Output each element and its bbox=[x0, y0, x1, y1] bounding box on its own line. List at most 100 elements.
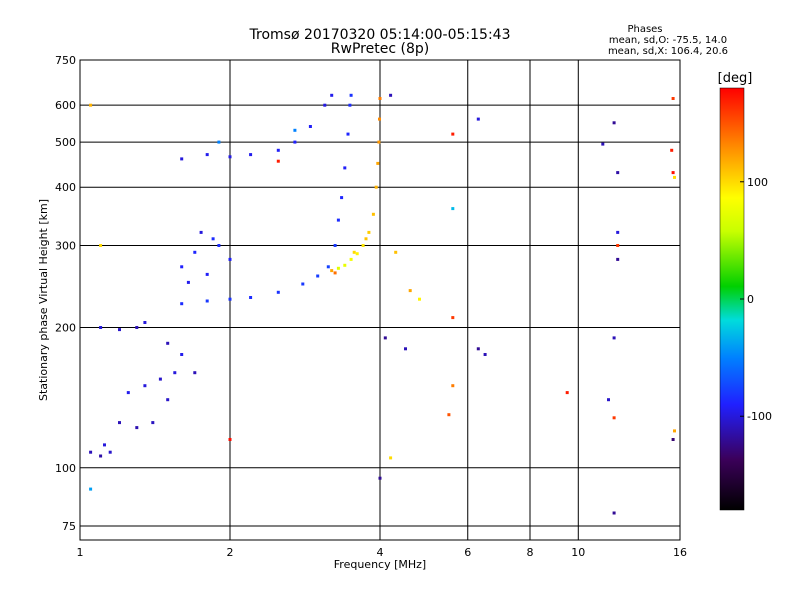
echo-point bbox=[89, 450, 93, 454]
echo-point bbox=[89, 487, 93, 491]
x-tick-label: 10 bbox=[571, 546, 585, 559]
echo-point bbox=[340, 196, 344, 200]
echo-point bbox=[612, 336, 616, 340]
echo-point bbox=[308, 125, 312, 128]
echo-point bbox=[301, 282, 305, 286]
echo-point bbox=[180, 157, 184, 161]
echo-point bbox=[293, 128, 297, 132]
echo-point bbox=[616, 257, 620, 261]
x-tick-label: 8 bbox=[527, 546, 534, 559]
echo-point bbox=[276, 159, 280, 163]
echo-point bbox=[180, 353, 184, 356]
echo-point bbox=[601, 142, 605, 146]
echo-point bbox=[326, 265, 330, 269]
echo-point bbox=[346, 132, 350, 136]
echo-point bbox=[671, 438, 675, 441]
y-axis-label: Stationary phase Virtual Height [km] bbox=[37, 199, 50, 401]
stats-title: Phases bbox=[627, 24, 662, 35]
y-tick-label: 500 bbox=[55, 136, 76, 149]
echo-point bbox=[451, 316, 455, 320]
echo-point bbox=[367, 230, 371, 234]
echo-point bbox=[293, 140, 297, 144]
echo-point bbox=[418, 297, 421, 301]
echo-point bbox=[673, 429, 676, 433]
echo-point bbox=[343, 166, 347, 170]
chart-title: Tromsø 20170320 05:14:00-05:15:43 bbox=[249, 27, 511, 43]
echo-point bbox=[349, 257, 353, 261]
echo-point bbox=[377, 140, 381, 144]
echo-point bbox=[173, 371, 177, 375]
echo-point bbox=[336, 266, 340, 270]
echo-point bbox=[180, 265, 184, 269]
y-tick-label: 400 bbox=[55, 181, 76, 194]
echo-point bbox=[228, 155, 232, 159]
y-tick-label: 75 bbox=[62, 520, 76, 533]
x-axis-label: Frequency [MHz] bbox=[334, 558, 426, 571]
echo-point bbox=[333, 271, 337, 275]
echo-point bbox=[126, 391, 130, 395]
echo-point bbox=[151, 421, 155, 425]
echo-point bbox=[217, 140, 221, 144]
echo-point bbox=[404, 347, 407, 351]
colorbar-tick-label: -100 bbox=[747, 410, 772, 423]
echo-point bbox=[143, 321, 147, 324]
echo-point bbox=[89, 103, 93, 107]
echo-point bbox=[673, 175, 676, 179]
echo-point bbox=[166, 341, 170, 345]
y-tick-label: 750 bbox=[55, 54, 76, 67]
echo-point bbox=[118, 328, 121, 332]
echo-point bbox=[671, 171, 675, 175]
echo-point bbox=[118, 421, 121, 425]
echo-point bbox=[447, 413, 451, 417]
echo-point bbox=[476, 117, 480, 121]
y-ticks: 75 100 200 300 400 500 600 750 bbox=[55, 54, 76, 533]
echo-point bbox=[451, 132, 455, 136]
y-tick-label: 200 bbox=[55, 322, 76, 335]
echo-point bbox=[616, 230, 620, 234]
echo-point bbox=[228, 438, 232, 441]
x-tick-label: 16 bbox=[673, 546, 687, 559]
echo-point bbox=[103, 443, 106, 447]
y-tick-label: 600 bbox=[55, 99, 76, 112]
echo-point bbox=[108, 450, 112, 454]
echo-point bbox=[193, 371, 197, 375]
echo-point bbox=[671, 97, 675, 100]
y-tick-label: 100 bbox=[55, 462, 76, 475]
echo-point bbox=[158, 377, 162, 381]
echo-point bbox=[336, 218, 340, 222]
echo-point bbox=[616, 171, 620, 175]
echo-point bbox=[99, 244, 103, 247]
y-tick-label: 300 bbox=[55, 239, 76, 252]
echo-point bbox=[383, 336, 387, 340]
echo-point bbox=[389, 456, 393, 460]
echo-point bbox=[228, 297, 232, 301]
echo-point bbox=[330, 93, 334, 97]
echo-point bbox=[378, 476, 382, 480]
echo-point bbox=[348, 103, 352, 107]
echo-point bbox=[180, 302, 184, 306]
echo-point bbox=[276, 148, 280, 152]
echo-point bbox=[371, 212, 375, 216]
echo-point bbox=[166, 398, 170, 402]
echo-point bbox=[276, 290, 280, 294]
x-tick-label: 6 bbox=[464, 546, 471, 559]
x-tick-label: 4 bbox=[377, 546, 384, 559]
echo-point bbox=[374, 185, 378, 189]
echo-point bbox=[330, 269, 334, 273]
echo-point bbox=[389, 93, 393, 97]
echo-point bbox=[612, 416, 616, 420]
echo-point bbox=[355, 252, 359, 256]
echo-point bbox=[378, 97, 382, 100]
echo-point bbox=[408, 289, 412, 293]
echo-point bbox=[135, 326, 139, 329]
echo-point bbox=[451, 384, 455, 388]
echo-point bbox=[451, 207, 455, 211]
points-layer bbox=[89, 93, 676, 515]
echo-point bbox=[394, 250, 398, 254]
colorbar-tick-label: 0 bbox=[747, 293, 754, 306]
echo-point bbox=[99, 454, 103, 458]
echo-point bbox=[565, 391, 569, 395]
stats-line-o: mean, sd,O: -75.5, 14.0 bbox=[609, 35, 727, 46]
echo-point bbox=[249, 153, 253, 157]
